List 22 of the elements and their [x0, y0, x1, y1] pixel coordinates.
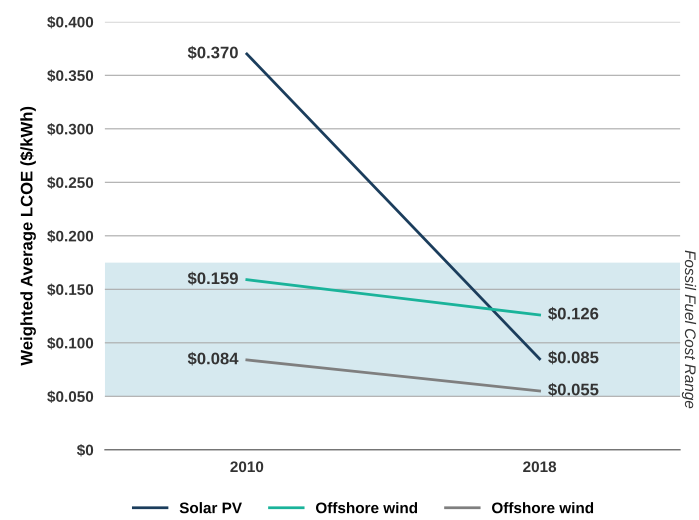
- y-tick-label: $0.250: [47, 176, 94, 189]
- legend-label: Offshore wind: [492, 502, 594, 514]
- legend-label: Solar PV: [180, 502, 242, 514]
- legend-label: Offshore wind: [316, 502, 418, 514]
- x-tick-label: 2018: [523, 461, 556, 472]
- y-tick-label: $0.200: [47, 230, 94, 242]
- y-tick-label: $0.100: [47, 337, 94, 350]
- data-label: $0.370: [188, 46, 238, 60]
- y-axis-title: Weighted Average LCOE ($/kWh): [20, 106, 36, 366]
- data-label: $0.126: [548, 306, 598, 321]
- y-tick-label: $0.150: [47, 284, 94, 296]
- data-label: $0.085: [548, 350, 598, 364]
- data-label: $0.159: [188, 272, 238, 286]
- y-tick-label: $0.050: [47, 390, 94, 403]
- band-label: Fossil Fuel Cost Range: [682, 250, 696, 408]
- y-tick-label: $0: [76, 444, 94, 456]
- y-tick-label: $0.300: [47, 123, 94, 136]
- x-tick-label: 2010: [230, 461, 264, 472]
- data-label: $0.055: [548, 382, 598, 396]
- y-tick-label: $0.400: [47, 16, 94, 29]
- y-tick-label: $0.350: [47, 70, 94, 82]
- data-label: $0.084: [188, 352, 238, 366]
